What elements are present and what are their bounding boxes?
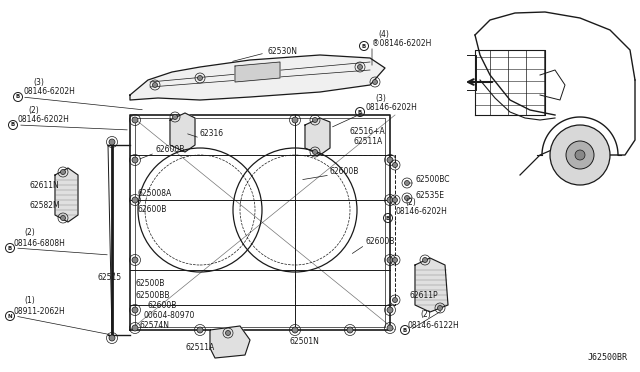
Circle shape: [387, 257, 393, 263]
Text: 62511A: 62511A: [353, 138, 382, 147]
Polygon shape: [415, 258, 448, 312]
Text: 62611P: 62611P: [410, 291, 438, 299]
Text: B: B: [403, 327, 407, 333]
Text: 62516+A: 62516+A: [350, 128, 386, 137]
Text: 62600B: 62600B: [138, 205, 168, 215]
Text: B: B: [16, 94, 20, 99]
Circle shape: [132, 307, 138, 313]
Circle shape: [132, 117, 138, 123]
Circle shape: [387, 157, 393, 163]
Text: 08146-6122H: 08146-6122H: [408, 321, 460, 330]
Circle shape: [404, 196, 410, 201]
Text: 08146-6808H: 08146-6808H: [14, 238, 66, 247]
Circle shape: [173, 115, 177, 119]
Text: B: B: [386, 215, 390, 221]
Circle shape: [197, 327, 203, 333]
Text: 62600B: 62600B: [155, 144, 184, 154]
Text: 62574N: 62574N: [140, 321, 170, 330]
Circle shape: [347, 327, 353, 333]
Circle shape: [438, 305, 442, 311]
Text: (2): (2): [405, 198, 416, 206]
Polygon shape: [210, 326, 250, 358]
Text: B: B: [11, 122, 15, 128]
Text: (2): (2): [420, 311, 431, 320]
Text: 62600B: 62600B: [330, 167, 360, 176]
Text: 62600B: 62600B: [148, 301, 177, 311]
Circle shape: [422, 257, 428, 263]
Circle shape: [312, 150, 317, 154]
Circle shape: [61, 170, 65, 174]
Circle shape: [292, 117, 298, 123]
Text: 62515: 62515: [98, 273, 122, 282]
Text: 08146-6202H: 08146-6202H: [395, 208, 447, 217]
Circle shape: [387, 197, 393, 203]
Circle shape: [387, 307, 393, 313]
Text: 62582M: 62582M: [30, 201, 61, 209]
Circle shape: [292, 327, 298, 333]
Text: 62530N: 62530N: [267, 48, 297, 57]
Text: 62611N: 62611N: [30, 180, 60, 189]
Circle shape: [566, 141, 594, 169]
Text: 08911-2062H: 08911-2062H: [14, 307, 66, 315]
Text: J62500BR: J62500BR: [588, 353, 628, 362]
Circle shape: [198, 76, 202, 80]
Text: (2): (2): [24, 228, 35, 237]
Circle shape: [225, 330, 230, 336]
Circle shape: [372, 80, 378, 84]
Text: (4): (4): [378, 31, 389, 39]
Circle shape: [550, 125, 610, 185]
Text: (3): (3): [33, 77, 44, 87]
Text: N: N: [8, 314, 12, 318]
Circle shape: [575, 150, 585, 160]
Text: (3): (3): [375, 93, 386, 103]
Circle shape: [392, 198, 397, 202]
Text: 62501N: 62501N: [290, 337, 320, 346]
Circle shape: [358, 64, 362, 70]
Circle shape: [404, 180, 410, 186]
Circle shape: [387, 325, 393, 331]
Text: 62500BB: 62500BB: [135, 291, 170, 299]
Circle shape: [152, 83, 157, 87]
Text: 00604-80970: 00604-80970: [143, 311, 195, 321]
Circle shape: [392, 163, 397, 167]
Text: 625008A: 625008A: [138, 189, 172, 198]
Circle shape: [312, 118, 317, 122]
Text: 62535E: 62535E: [416, 190, 445, 199]
Circle shape: [109, 139, 115, 145]
Circle shape: [392, 298, 397, 302]
Circle shape: [132, 197, 138, 203]
Text: (2): (2): [28, 106, 39, 115]
Text: 08146-6202H: 08146-6202H: [18, 115, 70, 124]
Text: B: B: [362, 44, 366, 48]
Text: B: B: [8, 246, 12, 250]
Text: 62600B: 62600B: [365, 237, 394, 246]
Text: 62500B: 62500B: [135, 279, 164, 288]
Circle shape: [61, 215, 65, 221]
Polygon shape: [170, 113, 195, 152]
Polygon shape: [235, 62, 280, 82]
Text: (1): (1): [24, 296, 35, 305]
Polygon shape: [130, 55, 385, 100]
Text: 08146-6202H: 08146-6202H: [365, 103, 417, 112]
Polygon shape: [305, 118, 330, 155]
Text: ®08146-6202H: ®08146-6202H: [372, 38, 431, 48]
Text: 62500BC: 62500BC: [416, 176, 451, 185]
Text: 62316: 62316: [200, 129, 224, 138]
Polygon shape: [55, 168, 78, 222]
Circle shape: [132, 325, 138, 331]
Text: 08146-6202H: 08146-6202H: [23, 87, 75, 96]
Text: 62511A: 62511A: [185, 343, 214, 353]
Text: B: B: [358, 109, 362, 115]
Circle shape: [109, 335, 115, 341]
Circle shape: [132, 257, 138, 263]
Circle shape: [132, 157, 138, 163]
Circle shape: [392, 257, 397, 263]
